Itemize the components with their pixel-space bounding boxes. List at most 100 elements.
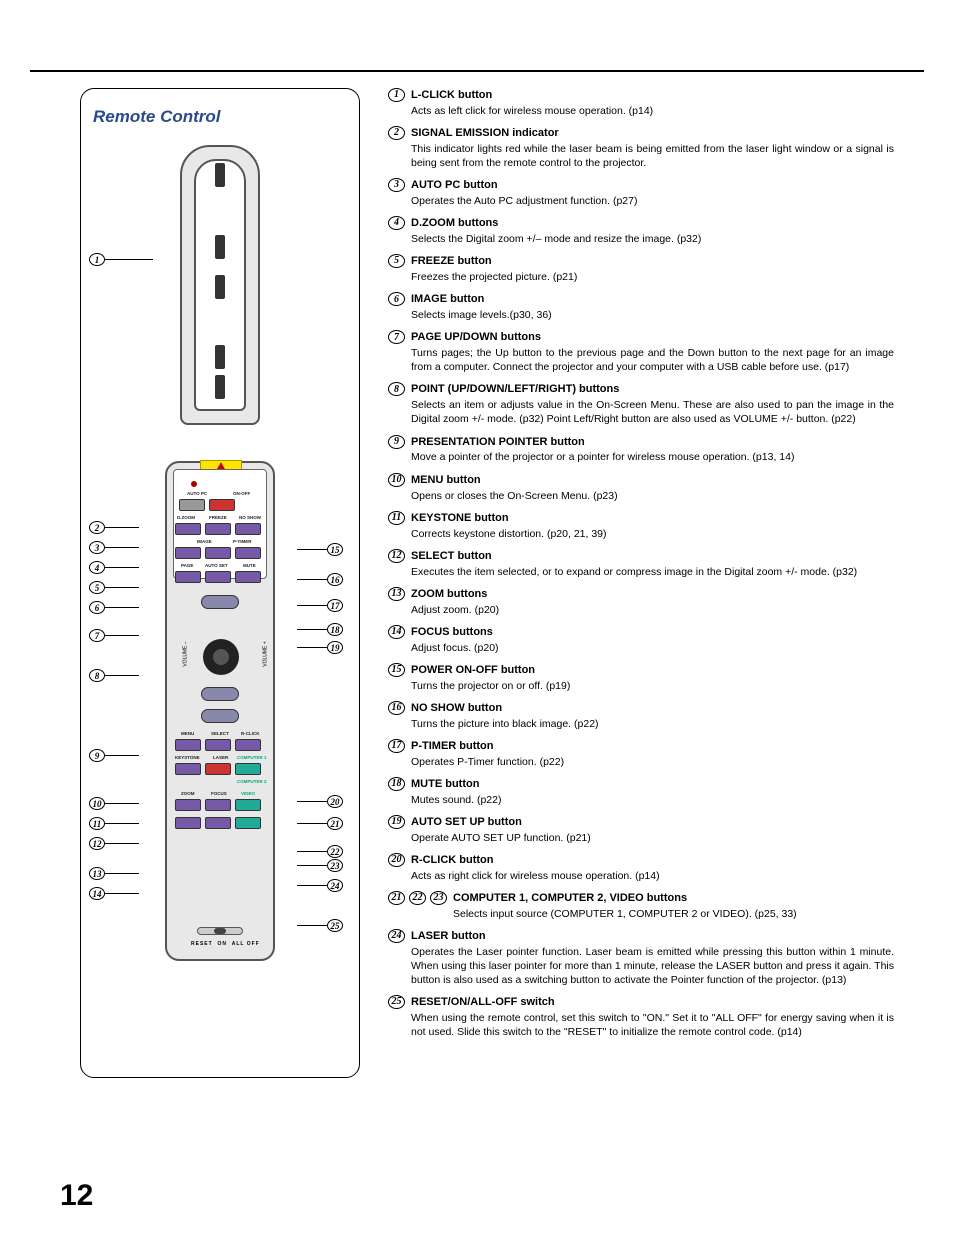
callout-bubble: 3	[89, 541, 105, 554]
callout-bubble: 11	[89, 817, 105, 830]
item-desc: Operate AUTO SET UP function. (p21)	[411, 831, 894, 845]
item-numbers: 12	[388, 549, 411, 579]
item-number: 13	[388, 587, 405, 601]
item-body: MUTE buttonMutes sound. (p22)	[411, 777, 894, 807]
item-body: PAGE UP/DOWN buttonsTurns pages; the Up …	[411, 330, 894, 374]
item-desc: Executes the item selected, or to expand…	[411, 565, 894, 579]
top-rule	[30, 70, 924, 72]
item-number: 8	[388, 382, 405, 396]
item-title: AUTO SET UP button	[411, 815, 894, 830]
item-number: 7	[388, 330, 405, 344]
callout-line	[297, 925, 327, 926]
item-title: FOCUS buttons	[411, 625, 894, 640]
item-7: 7 PAGE UP/DOWN buttonsTurns pages; the Up…	[388, 330, 894, 374]
callout-19: 19	[297, 641, 343, 654]
item-number: 2	[388, 126, 405, 140]
callout-bubble: 21	[327, 817, 343, 830]
item-number: 20	[388, 853, 405, 867]
item-numbers: 1	[388, 88, 411, 118]
item-numbers: 15	[388, 663, 411, 693]
callout-line	[297, 629, 327, 630]
item-body: FREEZE buttonFreezes the projected pictu…	[411, 254, 894, 284]
item-numbers: 20	[388, 853, 411, 883]
item-title: KEYSTONE button	[411, 511, 894, 526]
callout-line	[297, 865, 327, 866]
item-number: 15	[388, 663, 405, 677]
item-number: 12	[388, 549, 405, 563]
item-16: 16NO SHOW buttonTurns the picture into b…	[388, 701, 894, 731]
item-24: 24LASER buttonOperates the Laser pointer…	[388, 929, 894, 987]
item-title: MENU button	[411, 473, 894, 488]
item-body: COMPUTER 1, COMPUTER 2, VIDEO buttonsSel…	[453, 891, 894, 921]
item-title: LASER button	[411, 929, 894, 944]
callout-line	[105, 803, 139, 804]
item-number: 14	[388, 625, 405, 639]
item-body: ZOOM buttonsAdjust zoom. (p20)	[411, 587, 894, 617]
item-body: IMAGE buttonSelects image levels.(p30, 3…	[411, 292, 894, 322]
callout-line	[297, 605, 327, 606]
item-number: 6	[388, 292, 405, 306]
diagram-column: Remote Control AUTO PC ON-OFF	[80, 88, 360, 1205]
item-18: 18MUTE buttonMutes sound. (p22)	[388, 777, 894, 807]
callout-line	[105, 843, 139, 844]
item-title: IMAGE button	[411, 292, 894, 307]
item-title: SELECT button	[411, 549, 894, 564]
item-number: 5	[388, 254, 405, 268]
item-desc: Adjust zoom. (p20)	[411, 603, 894, 617]
item-numbers: 4	[388, 216, 411, 246]
item-number: 10	[388, 473, 405, 487]
item-5: 5 FREEZE buttonFreezes the projected pict…	[388, 254, 894, 284]
label-mute: MUTE	[243, 563, 256, 568]
label-vol-minus: VOLUME –	[183, 641, 189, 666]
item-desc: Selects image levels.(p30, 36)	[411, 308, 894, 322]
callout-line	[105, 635, 139, 636]
item-numbers: 212223	[388, 891, 453, 921]
item-1: 1L-CLICK buttonActs as left click for wi…	[388, 88, 894, 118]
label-page: PAGE	[181, 563, 193, 568]
callout-2: 2	[89, 521, 139, 534]
remote-front-view: AUTO PC ON-OFF D.ZOOM FREEZE NO SHOW IMA…	[145, 461, 295, 971]
callout-bubble: 20	[327, 795, 343, 808]
item-number: 19	[388, 815, 405, 829]
item-title: FREEZE button	[411, 254, 894, 269]
callout-line	[105, 607, 139, 608]
item-desc: Opens or closes the On-Screen Menu. (p23…	[411, 489, 894, 503]
item-number: 1	[388, 88, 405, 102]
callout-bubble: 18	[327, 623, 343, 636]
item-numbers: 2	[388, 126, 411, 170]
item-desc: Selects the Digital zoom +/– mode and re…	[411, 232, 894, 246]
diagram-box: Remote Control AUTO PC ON-OFF	[80, 88, 360, 1078]
item-number: 9	[388, 435, 405, 449]
item-title: NO SHOW button	[411, 701, 894, 716]
item-10: 10 MENU buttonOpens or closes the On-Scre…	[388, 473, 894, 503]
item-body: D.ZOOM buttonsSelects the Digital zoom +…	[411, 216, 894, 246]
callout-line	[105, 547, 139, 548]
callout-24: 24	[297, 879, 343, 892]
item-numbers: 16	[388, 701, 411, 731]
item-20: 20 R-CLICK buttonActs as right click for …	[388, 853, 894, 883]
item-number: 25	[388, 995, 405, 1009]
callout-bubble: 17	[327, 599, 343, 612]
label-vol-plus: VOLUME +	[263, 641, 269, 666]
item-title: POWER ON-OFF button	[411, 663, 894, 678]
item-13: 13 ZOOM buttonsAdjust zoom. (p20)	[388, 587, 894, 617]
callout-16: 16	[297, 573, 343, 586]
item-number: 23	[430, 891, 447, 905]
callout-bubble: 16	[327, 573, 343, 586]
item-title: P-TIMER button	[411, 739, 894, 754]
callout-bubble: 13	[89, 867, 105, 880]
item-8: 8POINT (UP/DOWN/LEFT/RIGHT) buttonsSelec…	[388, 382, 894, 426]
item-body: SIGNAL EMISSION indicatorThis indicator …	[411, 126, 894, 170]
item-body: R-CLICK buttonActs as right click for wi…	[411, 853, 894, 883]
callout-23: 23	[297, 859, 343, 872]
callout-bubble: 4	[89, 561, 105, 574]
callout-15: 15	[297, 543, 343, 556]
item-body: PRESENTATION POINTER buttonMove a pointe…	[411, 435, 894, 465]
callout-22: 22	[297, 845, 343, 858]
callout-line	[105, 527, 139, 528]
item-numbers: 14	[388, 625, 411, 655]
item-3: 3AUTO PC buttonOperates the Auto PC adju…	[388, 178, 894, 208]
item-title: D.ZOOM buttons	[411, 216, 894, 231]
label-onoff: ON-OFF	[233, 491, 250, 496]
page-content: Remote Control AUTO PC ON-OFF	[80, 88, 894, 1205]
